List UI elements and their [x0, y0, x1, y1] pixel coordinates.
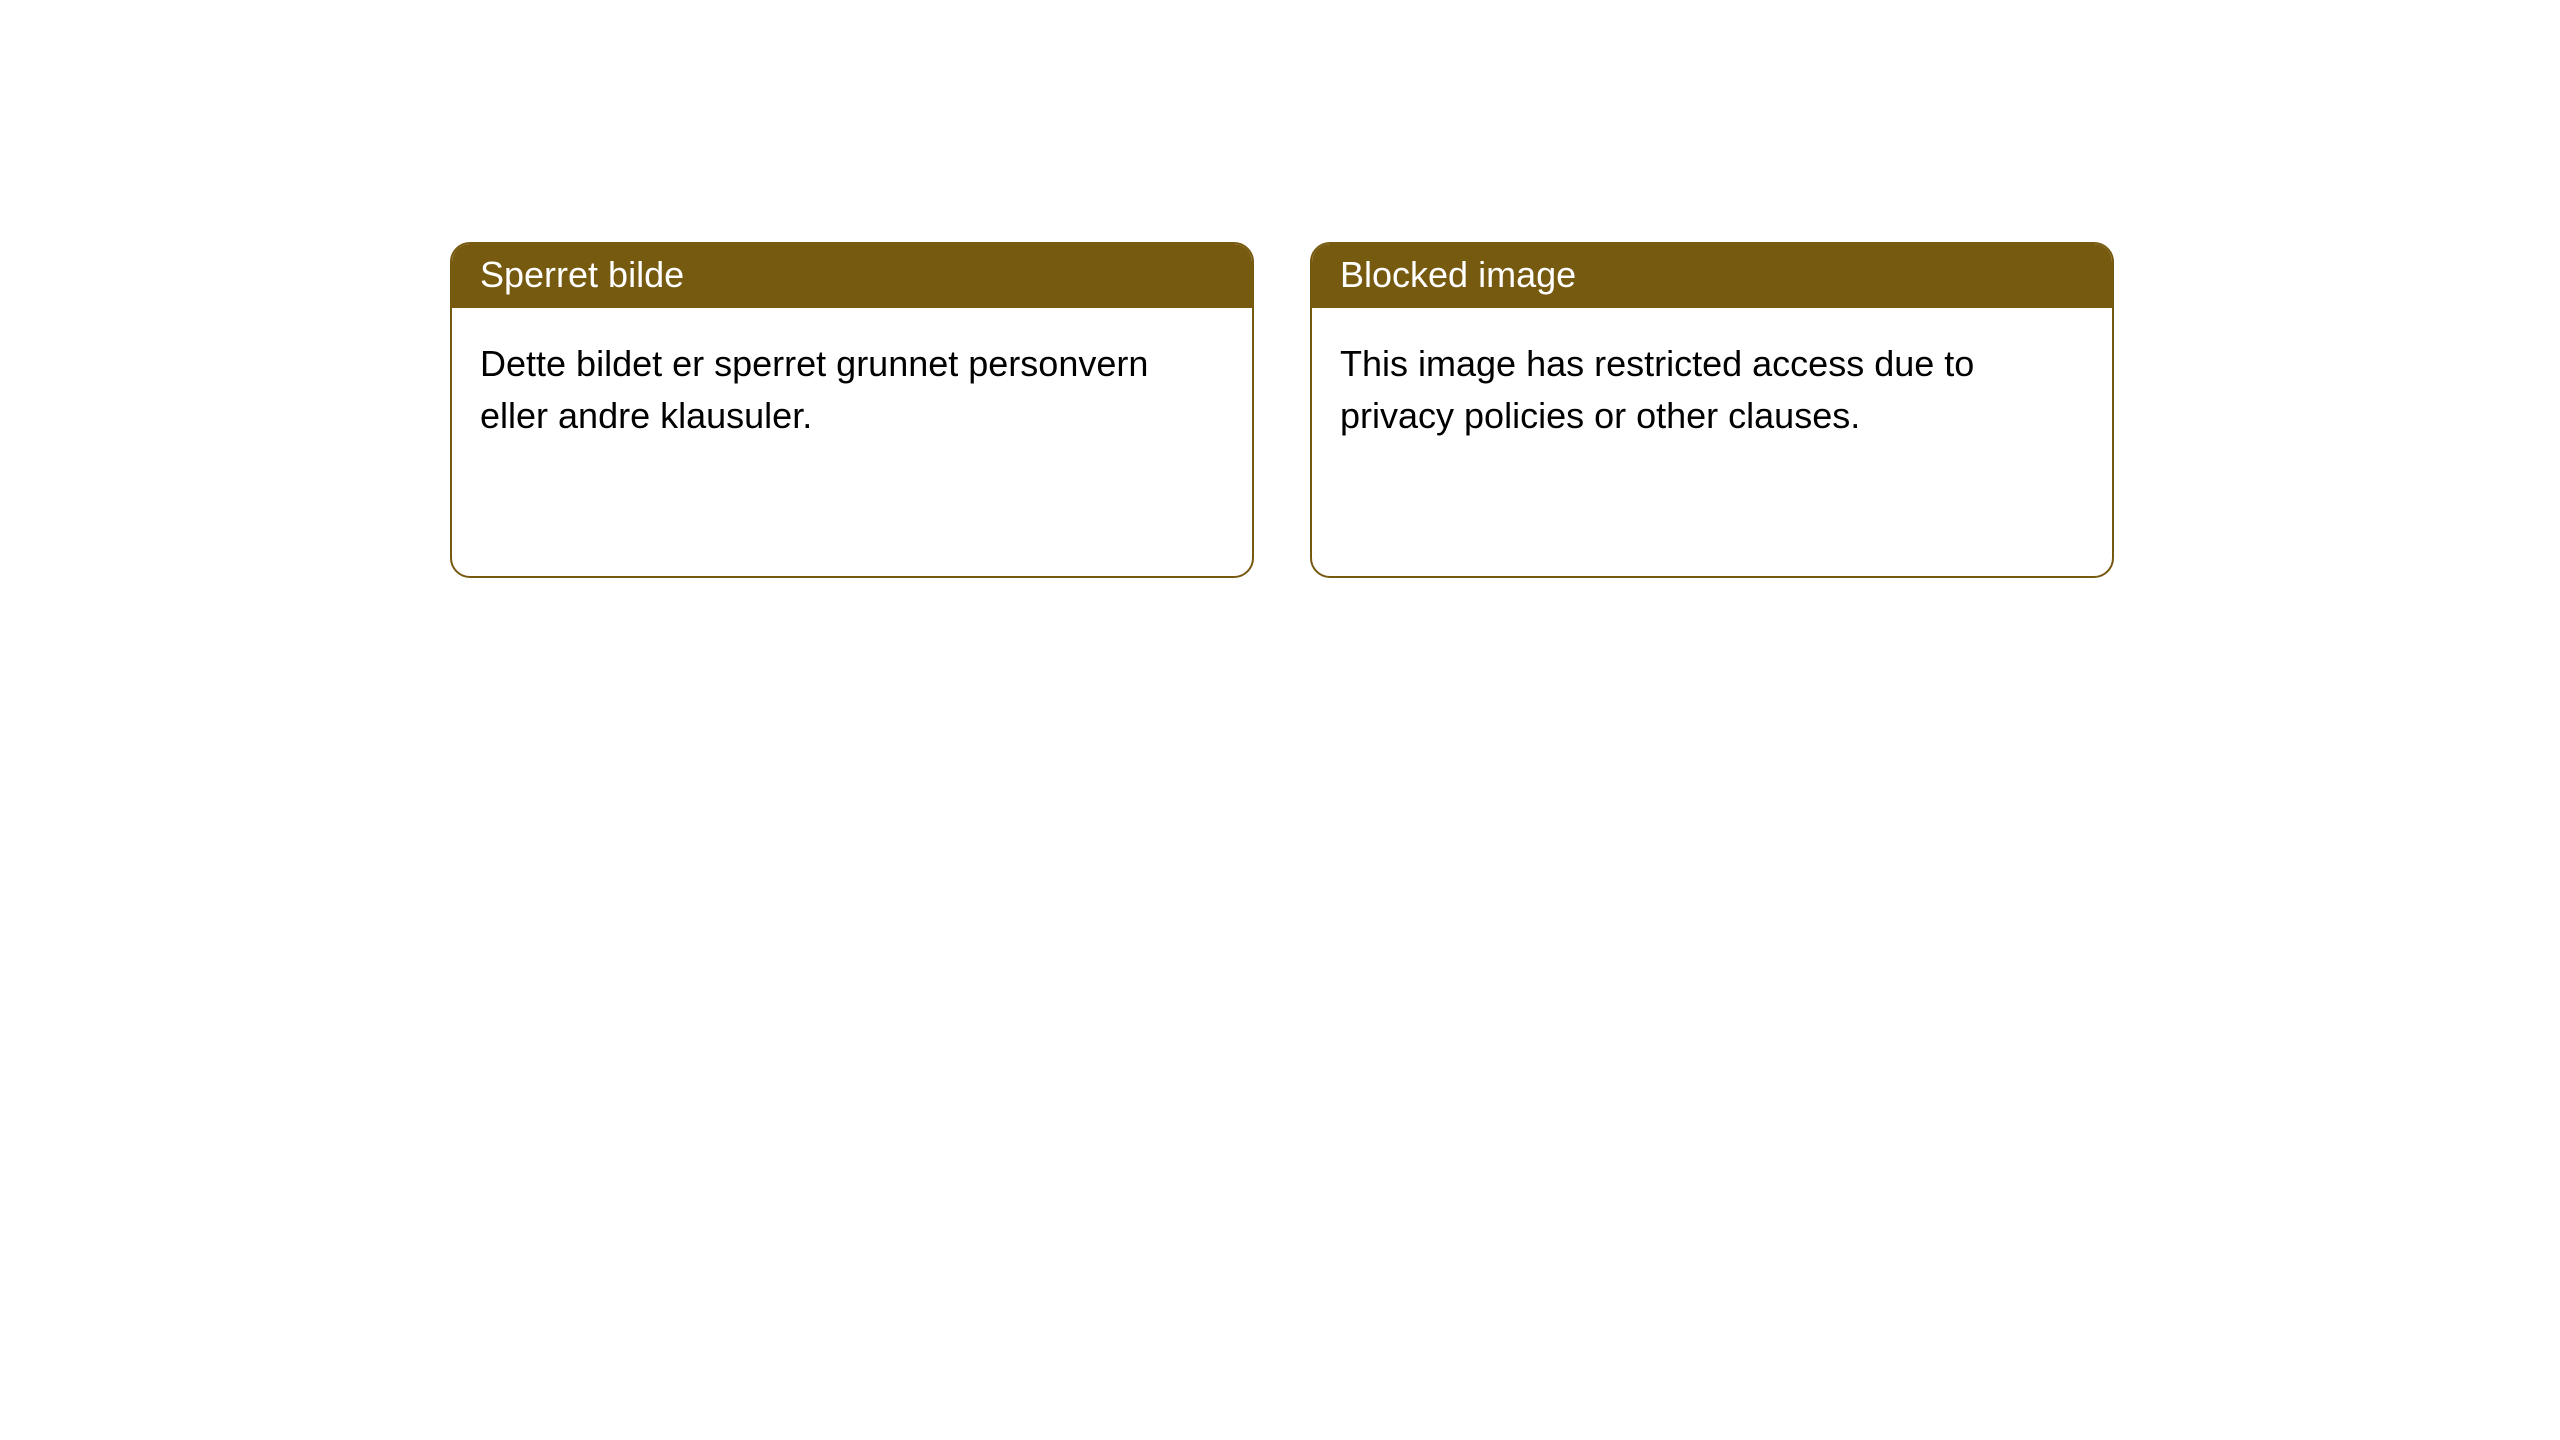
card-title: Blocked image [1340, 254, 1576, 295]
card-body: This image has restricted access due to … [1312, 308, 2112, 472]
card-body: Dette bildet er sperret grunnet personve… [452, 308, 1252, 472]
card-header: Blocked image [1312, 244, 2112, 308]
notice-card-english: Blocked image This image has restricted … [1310, 242, 2114, 578]
notice-cards-container: Sperret bilde Dette bildet er sperret gr… [0, 0, 2560, 578]
card-title: Sperret bilde [480, 254, 684, 295]
card-body-text: Dette bildet er sperret grunnet personve… [480, 343, 1148, 436]
card-header: Sperret bilde [452, 244, 1252, 308]
notice-card-norwegian: Sperret bilde Dette bildet er sperret gr… [450, 242, 1254, 578]
card-body-text: This image has restricted access due to … [1340, 343, 1974, 436]
